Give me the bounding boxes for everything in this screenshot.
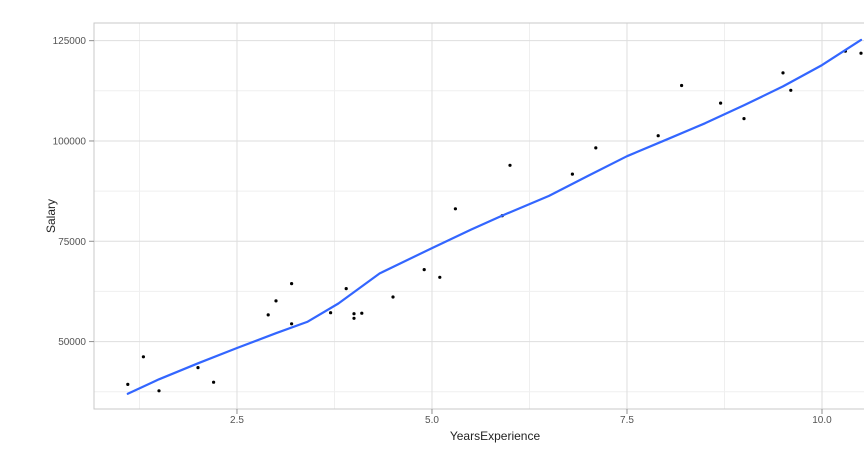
data-point bbox=[352, 312, 356, 316]
x-tick-label: 7.5 bbox=[620, 415, 634, 426]
smooth-fit-line bbox=[126, 38, 863, 395]
x-tick-label: 10.0 bbox=[812, 415, 832, 426]
data-point bbox=[656, 134, 660, 138]
data-point bbox=[391, 295, 395, 299]
data-point bbox=[859, 51, 863, 55]
data-point bbox=[344, 287, 348, 291]
x-tick-label: 2.5 bbox=[230, 415, 244, 426]
data-point bbox=[742, 117, 746, 121]
data-point bbox=[157, 389, 161, 393]
data-point bbox=[422, 268, 426, 272]
data-point bbox=[719, 101, 723, 105]
data-point bbox=[196, 366, 200, 370]
data-point bbox=[290, 322, 294, 326]
data-point bbox=[781, 71, 785, 75]
salary-vs-experience-chart: 2.5 5.0 7.5 10.0 50000 75000 100000 125000 Year… bbox=[40, 16, 864, 448]
chart-canvas: 2.5 5.0 7.5 10.0 50000 75000 100000 125000 bbox=[53, 22, 864, 426]
data-point bbox=[570, 172, 575, 176]
panel-border bbox=[93, 22, 864, 410]
data-point bbox=[594, 146, 598, 150]
y-tick-label: 125000 bbox=[53, 36, 87, 47]
data-point bbox=[453, 207, 457, 211]
y-tick-label: 100000 bbox=[53, 136, 87, 147]
data-point bbox=[352, 316, 356, 320]
data-point bbox=[212, 380, 216, 384]
data-point bbox=[360, 311, 364, 315]
x-tick-label: 5.0 bbox=[425, 415, 439, 426]
data-point bbox=[126, 382, 130, 386]
data-point bbox=[290, 282, 294, 286]
data-point bbox=[438, 275, 442, 279]
data-point bbox=[789, 88, 793, 92]
y-tick-label: 75000 bbox=[58, 237, 86, 248]
data-point bbox=[680, 83, 684, 88]
data-point bbox=[141, 355, 145, 359]
data-point bbox=[274, 299, 278, 303]
data-point bbox=[266, 313, 270, 317]
plot-panel bbox=[94, 23, 864, 409]
y-tick-label: 50000 bbox=[58, 337, 86, 348]
data-point bbox=[329, 311, 333, 315]
y-axis-title: Salary bbox=[44, 198, 58, 234]
data-point bbox=[508, 163, 512, 167]
